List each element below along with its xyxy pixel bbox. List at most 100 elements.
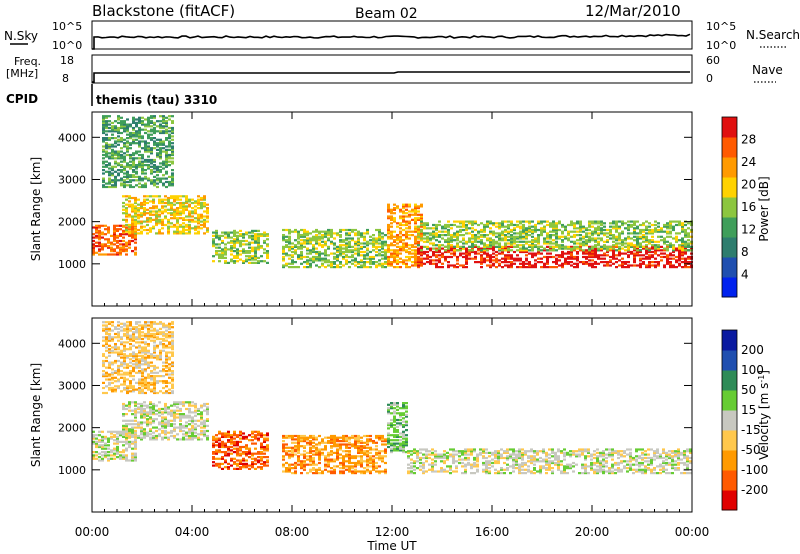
- heatmap-cell: [366, 266, 369, 269]
- heatmap-cell: [122, 440, 125, 443]
- heatmap-cell: [486, 234, 489, 237]
- heatmap-cell: [444, 249, 447, 252]
- heatmap-cell: [138, 386, 141, 390]
- heatmap-cell: [111, 143, 114, 146]
- heatmap-cell: [203, 205, 206, 208]
- heatmap-cell: [429, 234, 432, 237]
- heatmap-cell: [462, 242, 465, 245]
- heatmap-cell: [486, 239, 489, 242]
- heatmap-cell: [660, 245, 663, 248]
- heatmap-cell: [150, 364, 153, 368]
- heatmap-cell: [507, 232, 510, 235]
- heatmap-cell: [153, 327, 156, 330]
- heatmap-cell: [218, 432, 221, 435]
- heatmap-cell: [149, 207, 152, 210]
- heatmap-cell: [141, 337, 144, 341]
- heatmap-cell: [107, 231, 110, 234]
- heatmap-cell: [519, 232, 522, 235]
- heatmap-cell: [167, 232, 170, 235]
- heatmap-cell: [471, 244, 474, 247]
- heatmap-cell: [591, 259, 594, 262]
- noise-left-tick-bottom: 10^0: [52, 39, 82, 52]
- heatmap-cell: [435, 232, 438, 235]
- heatmap-cell: [510, 234, 513, 237]
- heatmap-cell: [351, 245, 354, 248]
- heatmap-cell: [621, 266, 624, 269]
- heatmap-cell: [522, 264, 525, 267]
- heatmap-cell: [159, 162, 162, 165]
- heatmap-cell: [98, 434, 101, 437]
- heatmap-cell: [306, 259, 309, 262]
- heatmap-cell: [266, 233, 269, 236]
- heatmap-cell: [351, 239, 354, 242]
- heatmap-cell: [507, 230, 510, 233]
- heatmap-cell: [122, 231, 125, 234]
- heatmap-cell: [110, 454, 113, 457]
- heatmap-cell: [242, 239, 245, 243]
- heatmap-cell: [101, 231, 104, 234]
- heatmap-cell: [129, 164, 132, 167]
- heatmap-cell: [92, 253, 95, 256]
- heatmap-cell: [372, 262, 375, 265]
- heatmap-cell: [147, 121, 150, 124]
- heatmap-cell: [603, 261, 606, 264]
- heatmap-cell: [135, 179, 138, 182]
- heatmap-cell: [200, 201, 203, 205]
- heatmap-cell: [158, 414, 161, 417]
- heatmap-cell: [108, 361, 111, 364]
- heatmap-cell: [117, 334, 120, 337]
- heatmap-cell: [510, 249, 513, 252]
- heatmap-cell: [561, 252, 564, 255]
- heatmap-cell: [128, 234, 131, 237]
- heatmap-cell: [266, 245, 269, 248]
- heatmap-cell: [105, 126, 108, 130]
- heatmap-cell: [128, 436, 131, 439]
- heatmap-cell: [378, 264, 381, 267]
- heatmap-cell: [215, 253, 218, 256]
- heatmap-cell: [140, 413, 143, 416]
- heatmap-cell: [357, 244, 360, 247]
- heatmap-cell: [173, 198, 176, 201]
- heatmap-cell: [498, 232, 501, 235]
- heatmap-cell: [155, 205, 158, 208]
- heatmap-cell: [414, 205, 417, 208]
- heatmap-cell: [153, 381, 156, 384]
- heatmap-cell: [179, 401, 182, 404]
- heatmap-cell: [125, 210, 128, 213]
- heatmap-cell: [212, 437, 215, 440]
- heatmap-cell: [165, 336, 168, 339]
- heatmap-cell: [147, 118, 150, 121]
- heatmap-cell: [248, 241, 251, 244]
- heatmap-cell: [357, 249, 360, 252]
- heatmap-cell: [171, 336, 174, 339]
- heatmap-cell: [167, 220, 170, 223]
- heatmap-cell: [129, 373, 132, 376]
- heatmap-cell: [104, 452, 107, 455]
- heatmap-cell: [327, 232, 330, 235]
- heatmap-cell: [248, 258, 251, 261]
- heatmap-cell: [122, 243, 125, 246]
- heatmap-cell: [108, 322, 111, 325]
- heatmap-cell: [123, 324, 126, 327]
- heatmap-cell: [147, 383, 150, 386]
- heatmap-cell: [122, 250, 125, 253]
- heatmap-cell: [140, 429, 143, 433]
- heatmap-cell: [399, 247, 402, 250]
- heatmap-cell: [233, 442, 236, 445]
- heatmap-cell: [435, 264, 438, 267]
- heatmap-cell: [456, 255, 459, 259]
- heatmap-cell: [573, 222, 576, 225]
- heatmap-cell: [165, 339, 168, 342]
- heatmap-cell: [123, 349, 126, 352]
- heatmap-cell: [510, 245, 513, 248]
- heatmap-cell: [185, 401, 188, 404]
- heatmap-cell: [141, 147, 144, 150]
- heatmap-cell: [117, 353, 120, 356]
- heatmap-cell: [155, 210, 158, 213]
- heatmap-cell: [345, 255, 348, 259]
- heatmap-cell: [107, 228, 110, 231]
- heatmap-cell: [135, 142, 138, 145]
- heatmap-cell: [132, 170, 135, 173]
- heatmap-cell: [369, 235, 372, 238]
- heatmap-cell: [438, 245, 441, 248]
